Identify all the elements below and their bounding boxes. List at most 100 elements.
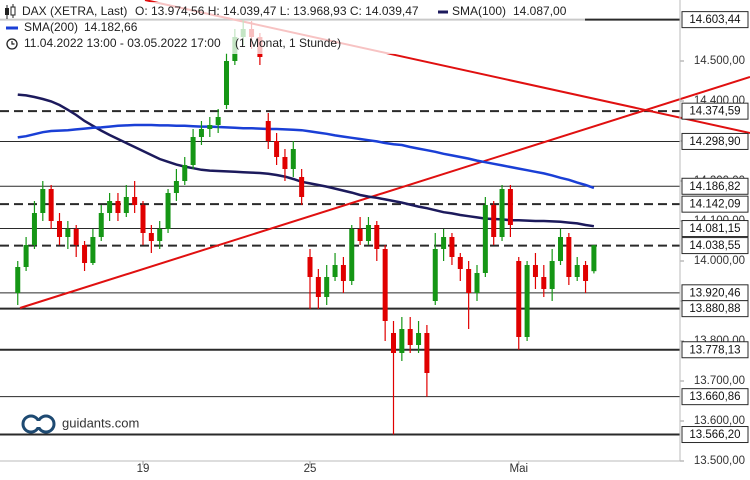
level-label: 14.186,82 bbox=[689, 181, 740, 193]
candle-body bbox=[274, 141, 280, 157]
candle-body bbox=[123, 197, 129, 213]
candle-body bbox=[107, 201, 113, 213]
candle-body bbox=[516, 261, 522, 337]
level-label-box bbox=[681, 177, 749, 195]
candle-body bbox=[40, 189, 46, 213]
x-tick-label: 19 bbox=[137, 463, 150, 475]
candle-body bbox=[566, 237, 572, 277]
candle-body bbox=[299, 177, 305, 197]
candle-body bbox=[98, 213, 104, 237]
candle-body bbox=[324, 277, 330, 297]
level-label-box bbox=[681, 388, 749, 406]
level-label: 14.038,55 bbox=[689, 240, 740, 252]
candle-body bbox=[23, 245, 29, 267]
candle-body bbox=[132, 197, 138, 205]
level-label: 14.142,09 bbox=[689, 199, 740, 211]
legend-value: 14.087,00 bbox=[513, 4, 567, 18]
candle-body bbox=[115, 201, 121, 213]
candle-body bbox=[165, 193, 171, 229]
instrument-title: DAX (XETRA, Last) bbox=[22, 4, 127, 18]
candle-body bbox=[224, 61, 229, 105]
candle-body bbox=[190, 137, 196, 165]
candle-body bbox=[332, 265, 338, 277]
candle-body bbox=[215, 117, 221, 125]
y-tick-label: 13.700,00 bbox=[694, 375, 745, 387]
y-tick-label: 13.500,00 bbox=[694, 455, 745, 467]
level-label: 13.920,46 bbox=[689, 287, 740, 299]
candle-body bbox=[182, 165, 188, 181]
legend-value: 14.182,66 bbox=[84, 20, 138, 34]
sma-line bbox=[17, 93, 595, 228]
candle-body bbox=[407, 329, 413, 345]
candle-body bbox=[524, 265, 530, 337]
candle-body bbox=[48, 189, 54, 221]
candle-icon bbox=[5, 4, 16, 19]
candle-body bbox=[290, 149, 296, 169]
x-tick-label: Mai bbox=[509, 463, 528, 475]
candle-body bbox=[482, 205, 488, 273]
candle-body bbox=[282, 157, 288, 169]
x-tick-label: 25 bbox=[304, 463, 317, 475]
level-label-box bbox=[681, 102, 749, 120]
period: 11.04.2022 13:00 - 03.05.2022 17:00 bbox=[24, 36, 221, 50]
candle-body bbox=[357, 229, 363, 241]
candle-body bbox=[424, 333, 430, 373]
watermark: guidants.com bbox=[62, 415, 139, 430]
candle-body bbox=[399, 329, 405, 353]
candle-body bbox=[382, 249, 388, 321]
candle-body bbox=[391, 333, 396, 353]
candle-body bbox=[549, 261, 555, 289]
candle-body bbox=[365, 225, 371, 241]
candle-body bbox=[591, 245, 597, 272]
level-label: 13.778,13 bbox=[689, 344, 740, 356]
level-label: 14.081,15 bbox=[689, 223, 740, 235]
y-tick-label: 14.500,00 bbox=[694, 55, 745, 67]
y-tick-label: 14.000,00 bbox=[694, 255, 745, 267]
candle-body bbox=[15, 267, 21, 293]
level-label-box bbox=[681, 195, 749, 213]
level-label-box bbox=[681, 300, 749, 318]
candle-body bbox=[315, 277, 321, 297]
candle-body bbox=[474, 273, 480, 293]
candle-body bbox=[82, 245, 88, 263]
level-label: 14.298,90 bbox=[689, 136, 740, 148]
candle-body bbox=[140, 205, 146, 233]
level-label: 14.603,44 bbox=[689, 14, 741, 26]
candle-body bbox=[491, 205, 497, 237]
candle-body bbox=[541, 277, 547, 289]
candle-body bbox=[466, 269, 472, 293]
candle-body bbox=[307, 257, 313, 277]
level-label: 13.880,88 bbox=[689, 303, 740, 315]
candle-body bbox=[499, 189, 505, 237]
candle-body bbox=[157, 229, 163, 241]
candle-body bbox=[31, 213, 37, 245]
candle-body bbox=[57, 221, 62, 237]
candle-body bbox=[507, 189, 513, 225]
sma-line bbox=[17, 123, 595, 190]
candle-body bbox=[73, 229, 79, 245]
candle-body bbox=[441, 237, 447, 249]
level-label: 13.566,20 bbox=[689, 429, 740, 441]
clock-icon bbox=[6, 38, 18, 50]
level-label-box bbox=[681, 426, 749, 444]
candle-body bbox=[198, 129, 204, 137]
candle-body bbox=[148, 233, 154, 241]
legend-label: SMA(100) bbox=[452, 4, 506, 18]
level-label: 14.374,59 bbox=[689, 106, 740, 118]
level-label-box bbox=[681, 220, 749, 238]
legend-label: SMA(200) bbox=[24, 20, 78, 34]
candle-body bbox=[558, 237, 563, 261]
trend-line bbox=[19, 76, 750, 309]
candle-body bbox=[90, 237, 96, 263]
candle-body bbox=[173, 181, 179, 193]
candle-body bbox=[349, 229, 355, 281]
candle-body bbox=[449, 237, 455, 257]
candle-body bbox=[65, 229, 71, 237]
ohlc-text: O: 13.974,56 H: 14.039,47 L: 13.968,93 C… bbox=[135, 4, 419, 18]
y-tick-label: 13.600,00 bbox=[694, 415, 745, 427]
level-label: 13.660,86 bbox=[689, 391, 740, 403]
logo bbox=[21, 414, 56, 434]
period-note: (1 Monat, 1 Stunde) bbox=[235, 36, 341, 50]
candle-body bbox=[574, 265, 580, 277]
